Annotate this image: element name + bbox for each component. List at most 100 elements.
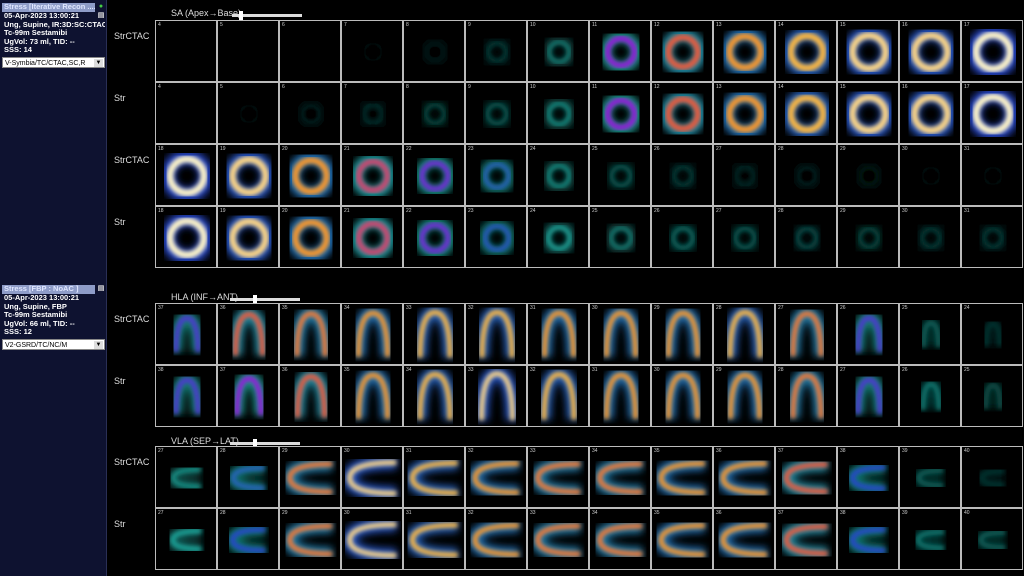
image-tile[interactable]: 30 <box>341 446 403 508</box>
image-tile[interactable]: 33 <box>403 303 465 365</box>
image-tile[interactable]: 37 <box>217 365 279 427</box>
image-tile[interactable]: 26 <box>651 206 713 268</box>
image-tile[interactable]: 10 <box>527 20 589 82</box>
image-tile[interactable]: 37 <box>775 508 837 570</box>
image-tile[interactable]: 6 <box>279 20 341 82</box>
image-tile[interactable]: 16 <box>899 20 961 82</box>
image-tile[interactable]: 10 <box>527 82 589 144</box>
image-tile[interactable]: 5 <box>217 20 279 82</box>
image-tile[interactable]: 37 <box>155 303 217 365</box>
image-tile[interactable]: 26 <box>837 303 899 365</box>
image-tile[interactable]: 6 <box>279 82 341 144</box>
image-tile[interactable]: 24 <box>961 303 1023 365</box>
image-tile[interactable]: 31 <box>961 206 1023 268</box>
status-icon[interactable]: ● <box>98 3 104 10</box>
image-tile[interactable]: 29 <box>279 446 341 508</box>
image-tile[interactable]: 9 <box>465 20 527 82</box>
image-tile[interactable]: 4 <box>155 82 217 144</box>
image-tile[interactable]: 26 <box>651 144 713 206</box>
study-header[interactable]: Stress [FBP : NoAC ] <box>2 285 95 294</box>
image-tile[interactable]: 31 <box>403 508 465 570</box>
image-tile[interactable]: 34 <box>341 303 403 365</box>
image-tile[interactable]: 11 <box>589 20 651 82</box>
image-tile[interactable]: 35 <box>651 446 713 508</box>
image-tile[interactable]: 8 <box>403 82 465 144</box>
image-tile[interactable]: 25 <box>961 365 1023 427</box>
image-tile[interactable]: 18 <box>155 206 217 268</box>
image-tile[interactable]: 20 <box>279 206 341 268</box>
image-tile[interactable]: 12 <box>651 20 713 82</box>
image-tile[interactable]: 22 <box>403 206 465 268</box>
study-header[interactable]: Stress [Iterative Recon .... <box>2 3 95 12</box>
image-tile[interactable]: 18 <box>155 144 217 206</box>
image-tile[interactable]: 30 <box>899 144 961 206</box>
image-tile[interactable]: 17 <box>961 20 1023 82</box>
image-tile[interactable]: 13 <box>713 82 775 144</box>
image-tile[interactable]: 25 <box>589 144 651 206</box>
image-tile[interactable]: 34 <box>403 365 465 427</box>
image-tile[interactable]: 26 <box>899 365 961 427</box>
image-tile[interactable]: 11 <box>589 82 651 144</box>
slice-slider[interactable] <box>230 439 300 448</box>
image-tile[interactable]: 24 <box>527 144 589 206</box>
image-tile[interactable]: 36 <box>713 446 775 508</box>
image-tile[interactable]: 21 <box>341 206 403 268</box>
image-tile[interactable]: 15 <box>837 20 899 82</box>
image-tile[interactable]: 21 <box>341 144 403 206</box>
image-tile[interactable]: 12 <box>651 82 713 144</box>
image-tile[interactable]: 27 <box>713 206 775 268</box>
image-tile[interactable]: 31 <box>589 365 651 427</box>
image-tile[interactable]: 23 <box>465 144 527 206</box>
image-tile[interactable]: 36 <box>713 508 775 570</box>
image-tile[interactable]: 38 <box>837 446 899 508</box>
image-tile[interactable]: 36 <box>279 365 341 427</box>
slice-slider[interactable] <box>230 295 300 304</box>
image-tile[interactable]: 35 <box>279 303 341 365</box>
image-tile[interactable]: 25 <box>899 303 961 365</box>
image-tile[interactable]: 30 <box>899 206 961 268</box>
image-tile[interactable]: 31 <box>527 303 589 365</box>
image-tile[interactable]: 32 <box>465 303 527 365</box>
image-tile[interactable]: 28 <box>775 365 837 427</box>
image-tile[interactable]: 27 <box>713 144 775 206</box>
image-tile[interactable]: 15 <box>837 82 899 144</box>
image-tile[interactable]: 27 <box>155 508 217 570</box>
image-tile[interactable]: 31 <box>403 446 465 508</box>
image-tile[interactable]: 17 <box>961 82 1023 144</box>
image-tile[interactable]: 7 <box>341 20 403 82</box>
image-tile[interactable]: 34 <box>589 508 651 570</box>
image-tile[interactable]: 29 <box>651 303 713 365</box>
image-tile[interactable]: 14 <box>775 20 837 82</box>
image-tile[interactable]: 32 <box>465 446 527 508</box>
image-tile[interactable]: 38 <box>837 508 899 570</box>
protocol-select[interactable]: V-Symbia/TC/CTAC,SC,R ▼ <box>2 56 105 68</box>
image-tile[interactable]: 14 <box>775 82 837 144</box>
image-tile[interactable]: 32 <box>465 508 527 570</box>
image-tile[interactable]: 19 <box>217 144 279 206</box>
image-tile[interactable]: 27 <box>837 365 899 427</box>
image-tile[interactable]: 28 <box>775 206 837 268</box>
slice-slider[interactable] <box>232 11 302 20</box>
slider-handle[interactable] <box>253 439 258 448</box>
image-tile[interactable]: 32 <box>527 365 589 427</box>
image-tile[interactable]: 5 <box>217 82 279 144</box>
image-tile[interactable]: 37 <box>775 446 837 508</box>
image-tile[interactable]: 40 <box>961 446 1023 508</box>
image-tile[interactable]: 8 <box>403 20 465 82</box>
image-tile[interactable]: 9 <box>465 82 527 144</box>
image-tile[interactable]: 16 <box>899 82 961 144</box>
image-tile[interactable]: 31 <box>961 144 1023 206</box>
image-tile[interactable]: 7 <box>341 82 403 144</box>
document-icon[interactable]: ▤ <box>97 12 105 19</box>
image-tile[interactable]: 30 <box>341 508 403 570</box>
slider-handle[interactable] <box>238 11 243 20</box>
chevron-down-icon[interactable]: ▼ <box>94 340 103 349</box>
image-tile[interactable]: 13 <box>713 20 775 82</box>
image-tile[interactable]: 39 <box>899 446 961 508</box>
image-tile[interactable]: 29 <box>837 144 899 206</box>
image-tile[interactable]: 33 <box>465 365 527 427</box>
image-tile[interactable]: 36 <box>217 303 279 365</box>
protocol-select[interactable]: V2-GSRD/TC/NC/M ▼ <box>2 338 105 350</box>
image-tile[interactable]: 19 <box>217 206 279 268</box>
image-tile[interactable]: 28 <box>775 144 837 206</box>
